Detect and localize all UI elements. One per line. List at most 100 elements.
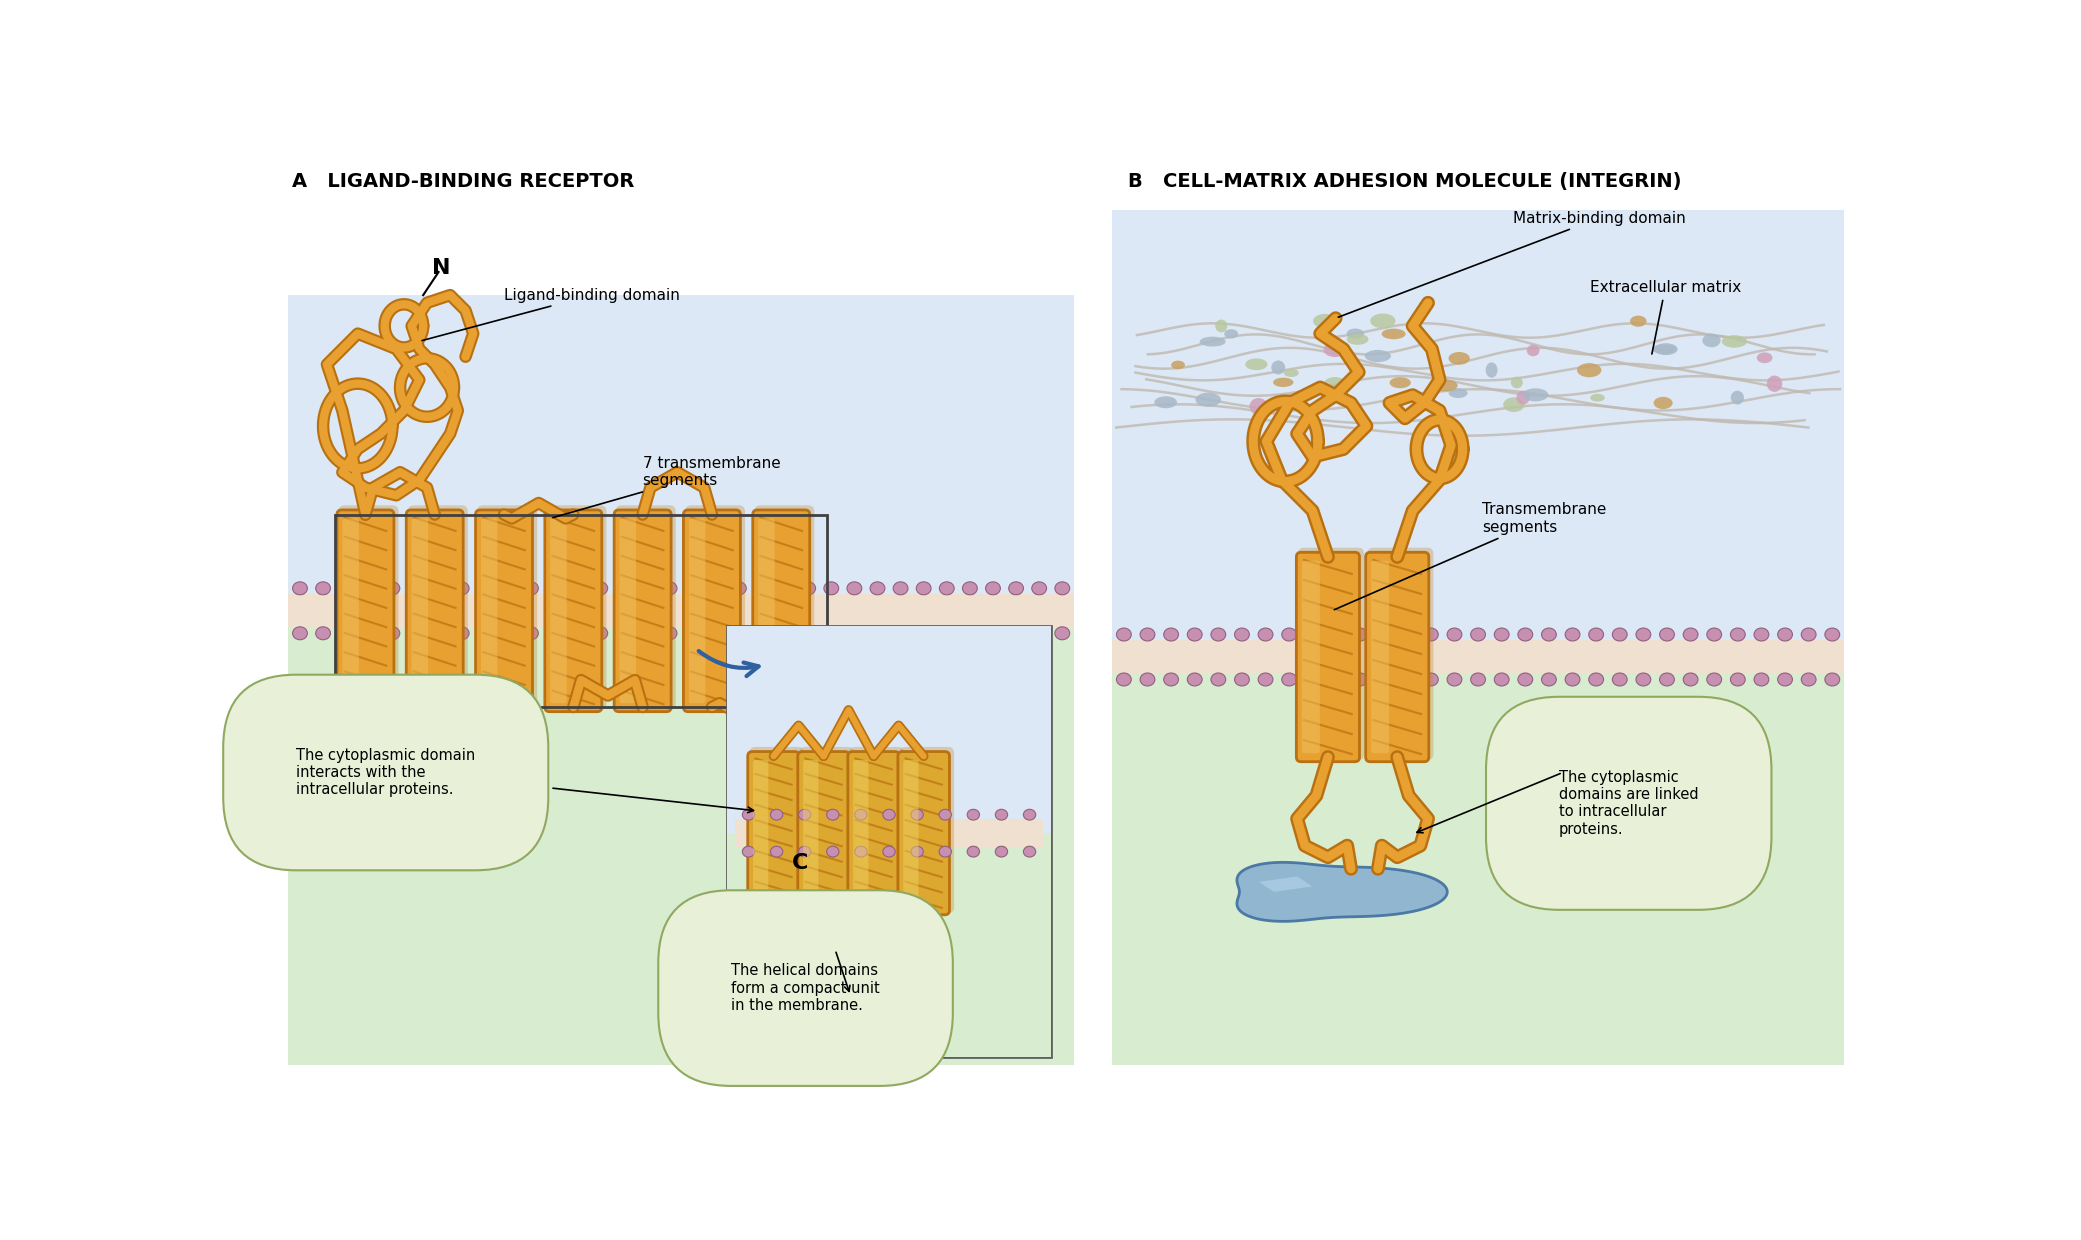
Ellipse shape (824, 626, 839, 640)
Ellipse shape (778, 626, 793, 640)
Ellipse shape (1282, 673, 1296, 686)
Ellipse shape (502, 582, 516, 595)
FancyBboxPatch shape (685, 506, 745, 711)
Ellipse shape (293, 582, 308, 595)
Bar (1113, 172, 1844, 1065)
Ellipse shape (1117, 673, 1132, 686)
Ellipse shape (1517, 673, 1534, 686)
Ellipse shape (1721, 335, 1748, 347)
FancyBboxPatch shape (849, 746, 903, 913)
Ellipse shape (708, 582, 724, 595)
Ellipse shape (1172, 361, 1184, 370)
FancyBboxPatch shape (1367, 548, 1434, 760)
Ellipse shape (916, 582, 930, 595)
Ellipse shape (1140, 627, 1155, 641)
Ellipse shape (1390, 377, 1411, 388)
Ellipse shape (1282, 627, 1296, 641)
Ellipse shape (431, 582, 445, 595)
FancyArrowPatch shape (699, 651, 760, 676)
Ellipse shape (1244, 358, 1267, 371)
Ellipse shape (1117, 627, 1132, 641)
Ellipse shape (685, 582, 699, 595)
FancyBboxPatch shape (797, 751, 849, 915)
FancyBboxPatch shape (614, 510, 670, 712)
Ellipse shape (1756, 352, 1773, 363)
Ellipse shape (1448, 352, 1469, 365)
FancyBboxPatch shape (853, 760, 868, 906)
FancyBboxPatch shape (747, 751, 799, 915)
FancyBboxPatch shape (477, 510, 533, 712)
Ellipse shape (362, 582, 377, 595)
Text: Ligand-binding domain: Ligand-binding domain (422, 288, 680, 341)
Bar (289, 594, 1074, 627)
Ellipse shape (524, 626, 539, 640)
Ellipse shape (1802, 673, 1817, 686)
Ellipse shape (1305, 673, 1319, 686)
Ellipse shape (1802, 627, 1817, 641)
Ellipse shape (1659, 627, 1675, 641)
Ellipse shape (1706, 673, 1721, 686)
Ellipse shape (1777, 627, 1792, 641)
Ellipse shape (847, 582, 862, 595)
Ellipse shape (1330, 673, 1344, 686)
Bar (728, 833, 1051, 1058)
Ellipse shape (1163, 627, 1178, 641)
Ellipse shape (1224, 329, 1238, 339)
Ellipse shape (1234, 627, 1249, 641)
Ellipse shape (431, 626, 445, 640)
Ellipse shape (986, 626, 1001, 640)
Ellipse shape (870, 582, 884, 595)
FancyBboxPatch shape (620, 518, 637, 703)
Ellipse shape (408, 582, 422, 595)
Ellipse shape (1346, 329, 1363, 339)
Polygon shape (1259, 877, 1313, 892)
FancyBboxPatch shape (616, 506, 676, 711)
Ellipse shape (1731, 627, 1746, 641)
Text: N: N (431, 258, 449, 278)
Ellipse shape (1249, 398, 1267, 415)
Ellipse shape (826, 846, 839, 857)
Ellipse shape (743, 846, 755, 857)
Ellipse shape (1376, 673, 1390, 686)
Ellipse shape (639, 582, 653, 595)
Ellipse shape (1502, 397, 1525, 412)
FancyBboxPatch shape (847, 751, 899, 915)
Ellipse shape (1565, 673, 1579, 686)
Ellipse shape (855, 846, 868, 857)
Ellipse shape (939, 810, 951, 820)
Ellipse shape (316, 626, 331, 640)
Ellipse shape (939, 582, 955, 595)
Ellipse shape (1140, 673, 1155, 686)
Bar (1113, 211, 1844, 657)
Ellipse shape (1432, 379, 1457, 392)
Ellipse shape (964, 626, 978, 640)
Ellipse shape (995, 846, 1007, 857)
Bar (335, 515, 828, 707)
Ellipse shape (1613, 673, 1627, 686)
Ellipse shape (893, 626, 907, 640)
Bar (289, 295, 1074, 611)
Text: The helical domains
form a compact unit
in the membrane.: The helical domains form a compact unit … (730, 963, 880, 1013)
Ellipse shape (855, 810, 868, 820)
Bar (735, 820, 1043, 847)
Ellipse shape (1324, 377, 1346, 389)
FancyBboxPatch shape (343, 518, 358, 703)
Ellipse shape (968, 846, 980, 857)
Ellipse shape (1211, 627, 1226, 641)
Bar (289, 172, 1074, 295)
FancyBboxPatch shape (753, 760, 768, 906)
Ellipse shape (824, 582, 839, 595)
Bar (289, 611, 1074, 1065)
Text: C: C (793, 853, 810, 873)
FancyBboxPatch shape (803, 760, 818, 906)
Ellipse shape (662, 626, 676, 640)
Ellipse shape (1542, 673, 1557, 686)
Ellipse shape (1706, 627, 1721, 641)
Text: Extracellular matrix: Extracellular matrix (1590, 280, 1742, 353)
Bar (1113, 640, 1844, 675)
FancyBboxPatch shape (477, 506, 537, 711)
Ellipse shape (770, 846, 782, 857)
Ellipse shape (916, 626, 930, 640)
Ellipse shape (799, 846, 812, 857)
Ellipse shape (570, 626, 585, 640)
